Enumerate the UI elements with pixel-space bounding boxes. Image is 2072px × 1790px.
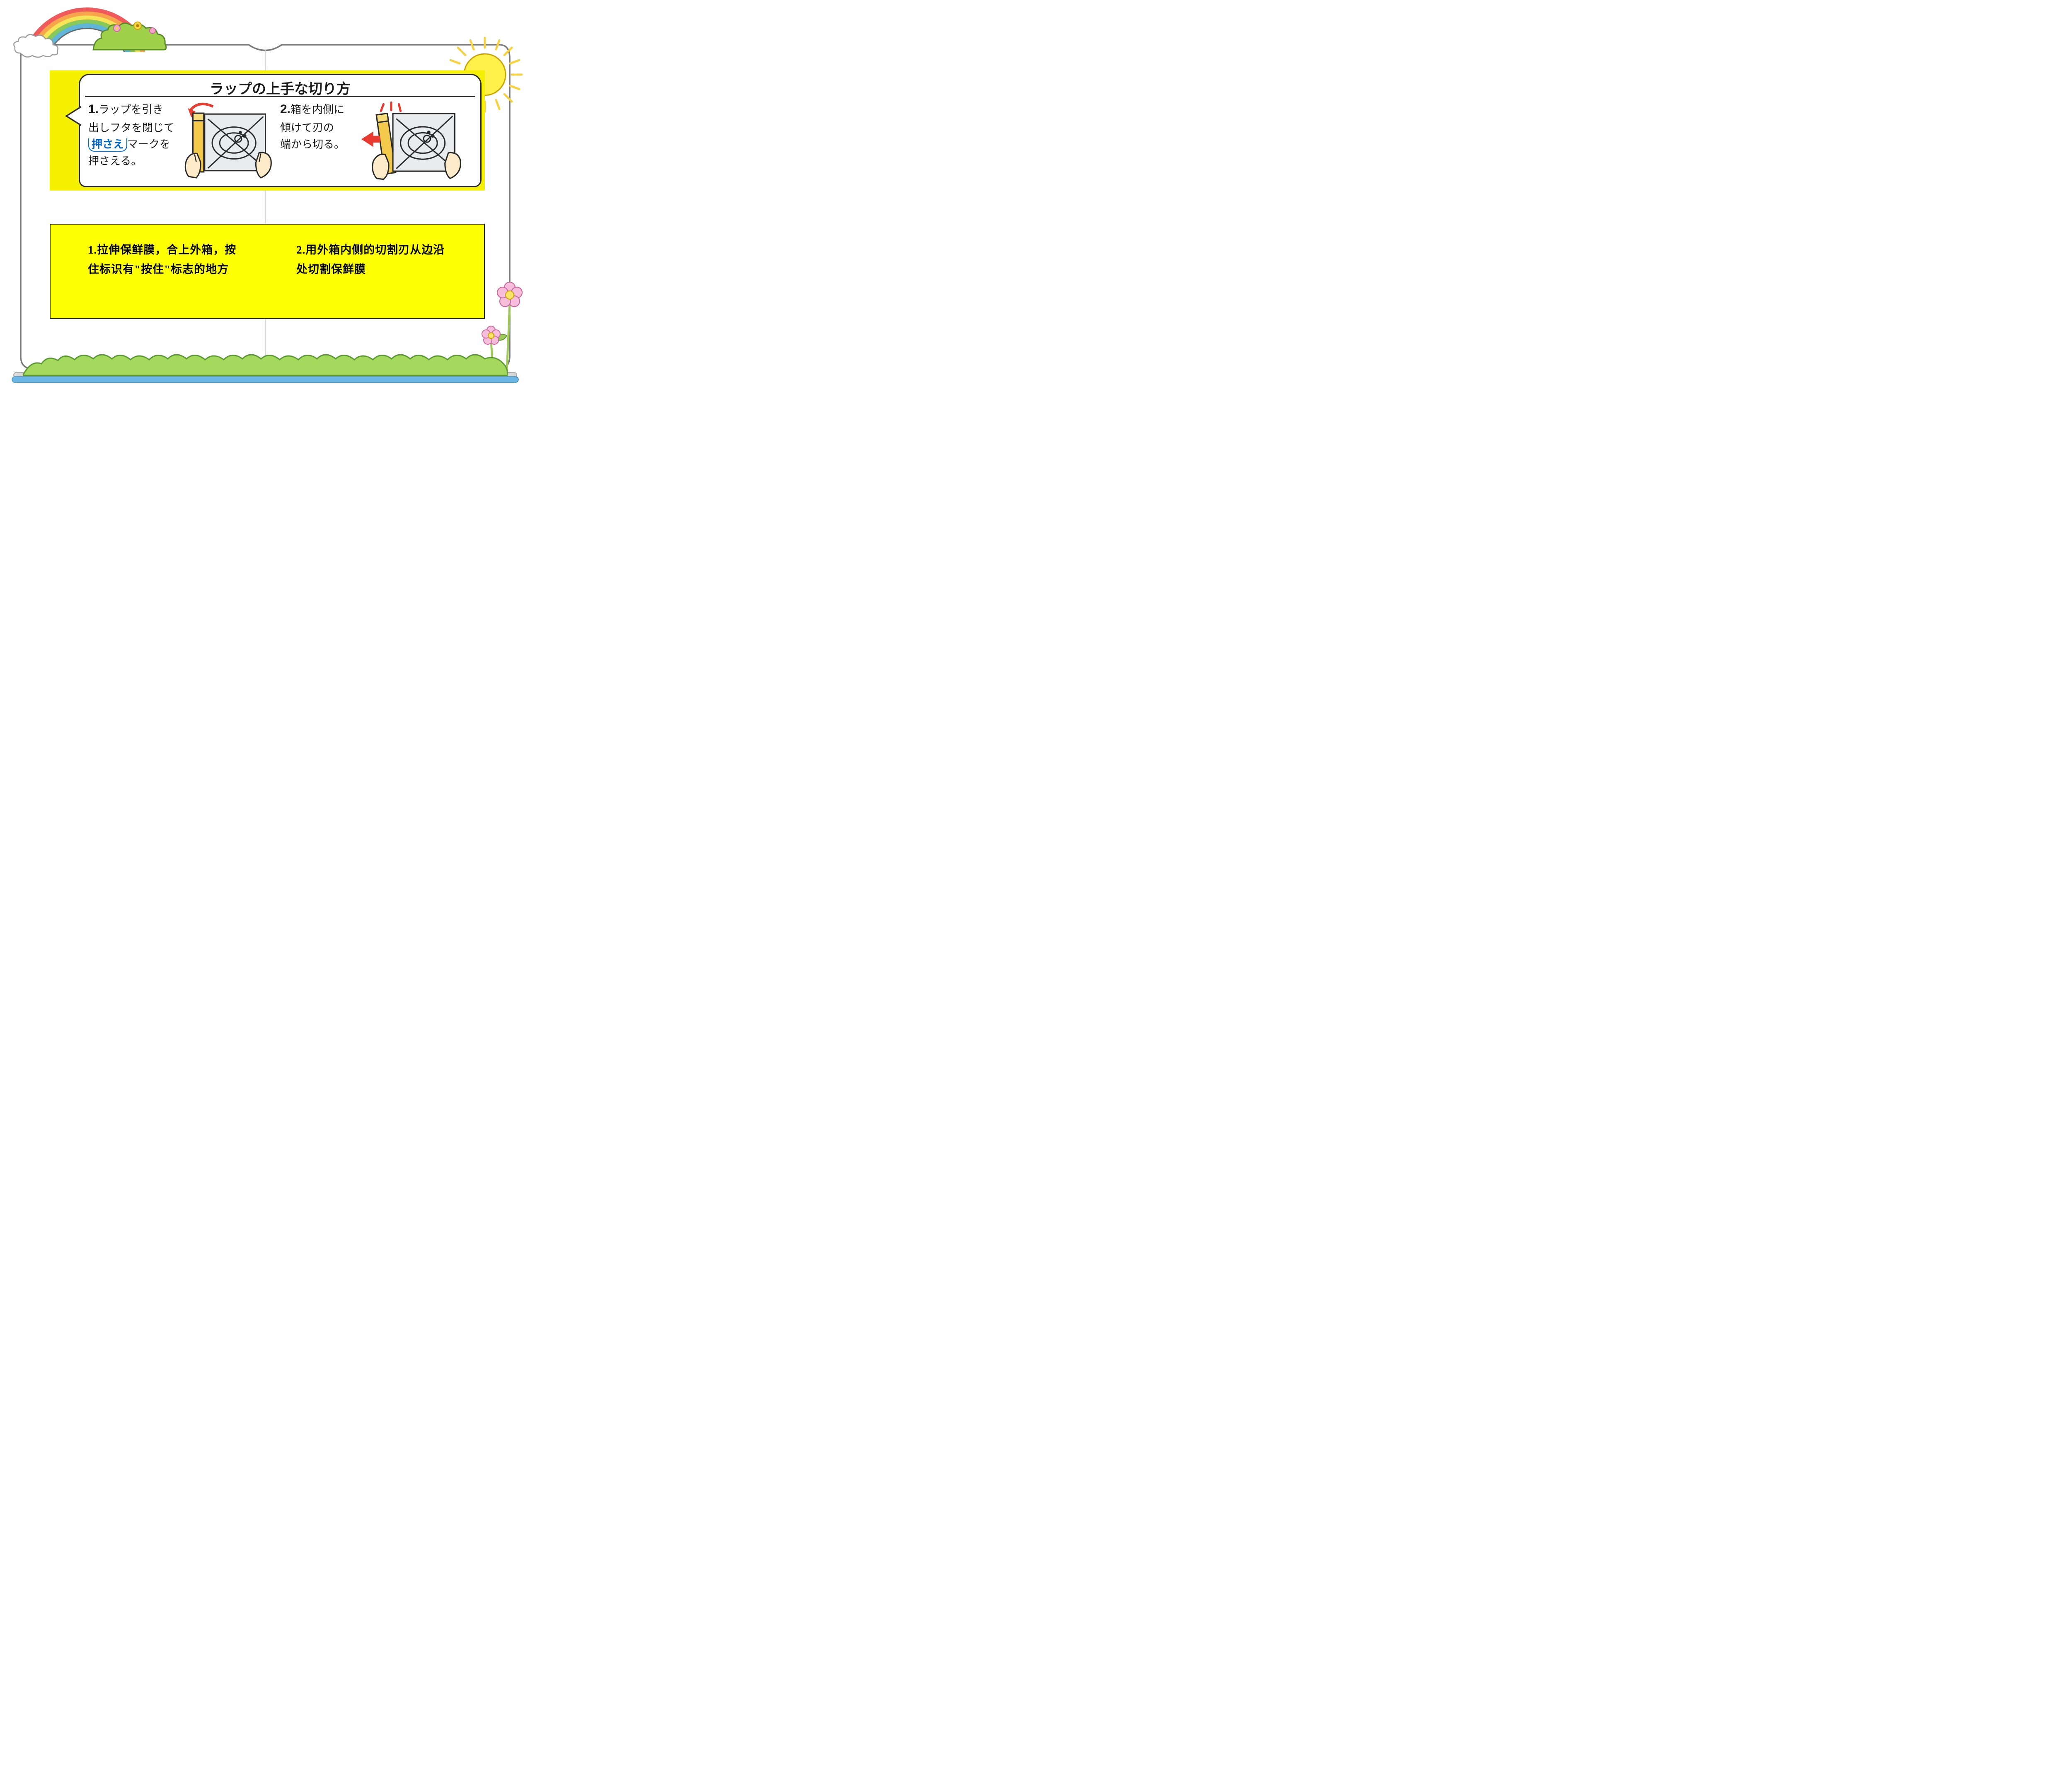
grass-bottom-icon — [23, 347, 508, 376]
step-1-illustration — [175, 98, 280, 184]
translation-col-2: 2.用外箱内侧的切割刃从边沿处切割保鲜膜 — [296, 240, 455, 306]
step-1-text: 1.ラップを引き 出しフタを閉じて 押さえマークを 押さえる。 — [88, 98, 175, 184]
step-2-line1: 箱を内側に — [290, 103, 344, 116]
bush-top-left-icon — [91, 21, 170, 52]
panel-title: ラップの上手な切り方 — [80, 77, 480, 98]
steps-row: 1.ラップを引き 出しフタを閉じて 押さえマークを 押さえる。 — [88, 98, 472, 184]
japanese-instruction-panel: ラップの上手な切り方 1.ラップを引き 出しフタを閉じて 押さえマークを 押さえ… — [50, 70, 485, 191]
press-mark-badge: 押さえ — [88, 138, 127, 152]
step-2-line3: 端から切る。 — [280, 138, 345, 150]
step-2-illustration — [355, 98, 472, 184]
step-1-line2: 出しフタを閉じて — [88, 121, 174, 134]
step-1-num: 1. — [88, 102, 99, 116]
step-1-line3: マークを — [127, 138, 170, 150]
step-1-line4: 押さえる。 — [88, 155, 142, 167]
speech-bubble: ラップの上手な切り方 1.ラップを引き 出しフタを閉じて 押さえマークを 押さえ… — [79, 74, 482, 187]
step-1-line1: ラップを引き — [99, 103, 163, 116]
cloud-icon — [12, 33, 62, 58]
step-2-text: 2.箱を内側に 傾けて刃の 端から切る。 — [280, 98, 355, 184]
step-1: 1.ラップを引き 出しフタを閉じて 押さえマークを 押さえる。 — [88, 98, 280, 184]
step-2-num: 2. — [280, 102, 290, 116]
chinese-translation-box: 1.拉伸保鲜膜，合上外箱，按住标识有"按住"标志的地方 2.用外箱内侧的切割刃从… — [50, 224, 485, 319]
step-2-line2: 傾けて刃の — [280, 121, 334, 134]
step-2: 2.箱を内側に 傾けて刃の 端から切る。 — [280, 98, 472, 184]
translation-col-1: 1.拉伸保鲜膜，合上外箱，按住标识有"按住"标志的地方 — [88, 240, 247, 306]
title-underline — [85, 96, 475, 97]
